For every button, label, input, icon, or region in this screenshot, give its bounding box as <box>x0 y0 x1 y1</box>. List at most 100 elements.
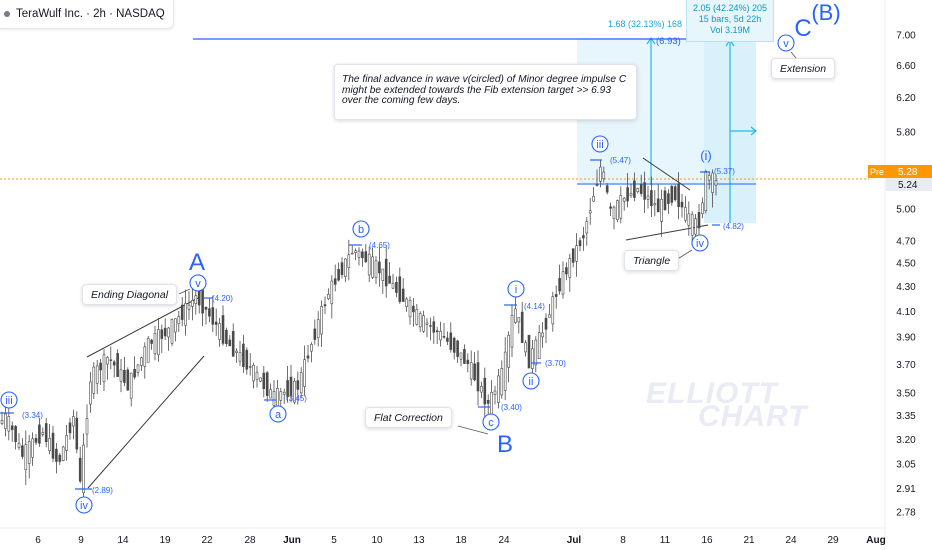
callout-leader <box>457 425 489 435</box>
candle-body <box>619 195 623 219</box>
price-tick-label: 2.91 <box>896 484 916 495</box>
candle-body <box>361 251 364 258</box>
wave-circle-icon <box>777 34 795 52</box>
candle-body <box>500 368 504 396</box>
candle-body <box>102 354 106 383</box>
candle-body <box>422 315 425 332</box>
candle-body <box>143 346 147 367</box>
price-tick-label: 2.78 <box>896 508 916 519</box>
candle-body <box>595 184 599 186</box>
candle-body <box>269 389 272 399</box>
candle-body <box>337 269 340 281</box>
candle-body <box>554 294 558 297</box>
time-tick-label: 13 <box>413 535 425 546</box>
candle-body <box>667 193 670 204</box>
price-tick-label: 3.05 <box>896 460 916 471</box>
candle-body <box>497 375 500 403</box>
price-tick-label: 4.10 <box>896 307 916 318</box>
candle-body <box>272 391 276 406</box>
candle-body <box>245 349 249 370</box>
measure-left-label: 1.68 (32.13%) 168 <box>608 19 683 29</box>
candle-body <box>4 413 7 429</box>
candle-body <box>123 369 126 383</box>
ending-diagonal-callout[interactable]: Ending Diagonal <box>82 284 178 305</box>
candle-body <box>187 304 191 310</box>
candle-body <box>684 207 687 221</box>
wave-circle-icon <box>691 234 709 252</box>
candle-body <box>405 298 408 307</box>
candle-body <box>565 267 568 275</box>
candle-body <box>701 202 704 215</box>
candle-body <box>636 188 640 192</box>
candle-body <box>527 334 531 369</box>
candle-body <box>214 321 218 325</box>
target-value-label: (6.93) <box>656 36 681 47</box>
candle-body <box>398 276 402 302</box>
pre-tag-label: Pre <box>870 167 884 177</box>
candle-body <box>412 305 415 313</box>
candle-body <box>537 332 541 359</box>
candle-body <box>633 180 636 198</box>
time-tick-label: Jun <box>283 535 301 546</box>
candle-body <box>429 325 432 327</box>
candle-body <box>153 333 157 355</box>
price-tick-label: 5.00 <box>896 204 916 215</box>
candle-body <box>228 339 232 347</box>
wave-label: v <box>195 278 201 290</box>
candle-body <box>65 435 68 451</box>
wave-circle-icon <box>482 413 500 431</box>
analysis-note[interactable]: The final advance in wave v(circled) of … <box>334 64 637 120</box>
candle-body <box>544 317 548 330</box>
symbol-header[interactable]: TeraWulf Inc. · 2h · NASDAQ <box>0 0 174 29</box>
candle-body <box>170 319 174 344</box>
price-tick-label: 3.20 <box>896 435 916 446</box>
candle-body <box>415 309 419 325</box>
pivot-value-label: (2.89) <box>92 486 113 495</box>
wave-circle-icon <box>269 405 287 423</box>
candle-body <box>395 282 398 293</box>
candle-body <box>112 361 116 366</box>
wave-label: v <box>783 38 789 50</box>
pre-price-tag-bg <box>886 165 932 178</box>
wave-label: c <box>488 417 494 429</box>
wave-label: a <box>275 409 282 421</box>
triangle-callout[interactable]: Triangle <box>624 250 680 271</box>
time-tick-label: 22 <box>201 535 213 546</box>
candle-body <box>299 372 303 394</box>
candle-body <box>106 357 109 365</box>
candle-body <box>670 185 674 203</box>
diagonal-lower-line <box>87 355 205 489</box>
candle-body <box>146 338 150 363</box>
candle-body <box>418 313 422 328</box>
pivot-value-label: (5.37) <box>714 167 735 176</box>
candle-body <box>330 280 334 305</box>
measure-arrowhead-left <box>646 36 656 45</box>
flat-correction-callout[interactable]: Flat Correction <box>365 407 452 428</box>
callout-leader <box>178 288 191 295</box>
price-tick-label: 3.50 <box>896 389 916 400</box>
wave-circle-icon <box>0 391 18 409</box>
candle-body <box>425 322 429 325</box>
extension-callout[interactable]: Extension <box>771 58 836 79</box>
candle-body <box>119 369 123 382</box>
measure-info-line2: 15 bars, 5d 22h <box>698 14 762 24</box>
candle-body <box>677 184 680 208</box>
candle-body <box>99 362 102 371</box>
candle-body <box>622 197 626 202</box>
candle-body <box>520 311 524 343</box>
candle-body <box>541 332 544 338</box>
wave-label: i <box>515 284 517 296</box>
candle-body <box>650 190 653 206</box>
time-tick-label: 11 <box>660 535 671 546</box>
wave-circle-icon <box>352 220 370 238</box>
wave-label: iv <box>80 500 88 512</box>
pivot-value-label: (3.70) <box>545 359 566 368</box>
candle-body <box>483 377 487 405</box>
candle-body <box>605 185 609 193</box>
candle-body <box>116 353 119 377</box>
candle-body <box>687 213 691 226</box>
candle-body <box>344 258 347 277</box>
candle-body <box>282 391 286 395</box>
candle-body <box>286 380 289 398</box>
time-tick-label: 28 <box>244 535 256 546</box>
